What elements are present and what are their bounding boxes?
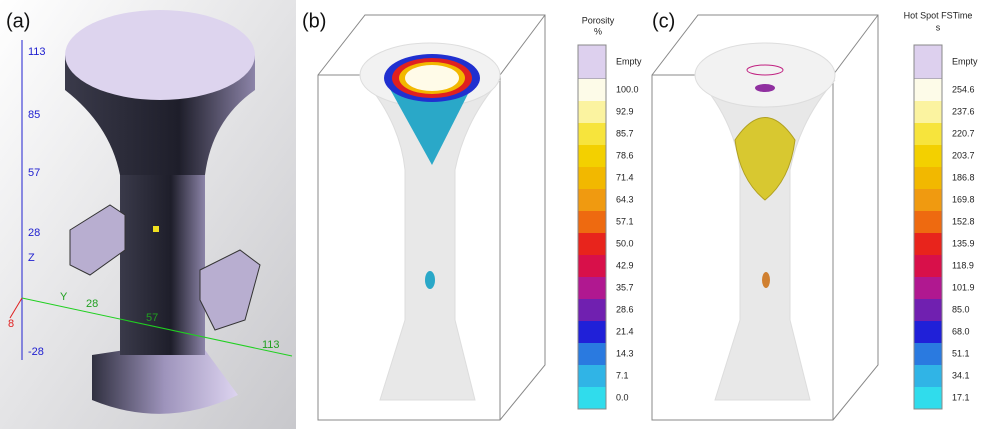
panel-label: (b)	[302, 10, 326, 32]
y-tick: 57	[146, 312, 158, 324]
colorbar-band	[914, 211, 942, 233]
colorbar-band	[914, 167, 942, 189]
porosity-spot	[425, 271, 435, 289]
y-label: Y	[60, 291, 68, 303]
x-tick: 8	[8, 318, 14, 330]
top-face	[65, 10, 255, 100]
colorbar-title: Hot Spot FSTime	[904, 10, 973, 20]
colorbar-label: 237.6	[952, 106, 975, 116]
colorbar-band	[914, 365, 942, 387]
z-label: Z	[28, 252, 35, 264]
colorbar-label: 135.9	[952, 238, 975, 248]
marker	[153, 226, 159, 232]
colorbar-title: Porosity	[582, 15, 615, 25]
z-tick: -28	[28, 346, 44, 358]
colorbar-label: 92.9	[616, 106, 634, 116]
colorbar-label: 35.7	[616, 282, 634, 292]
colorbar-band	[914, 255, 942, 277]
colorbar-label: 0.0	[616, 392, 629, 402]
y-tick: 113	[262, 339, 280, 351]
panel-a: 113 85 57 28 -28 Z Y 28 57 113 8 (a)	[0, 0, 296, 429]
colorbar-label: 220.7	[952, 128, 975, 138]
colorbar-band	[914, 343, 942, 365]
colorbar-unit: s	[936, 22, 941, 32]
colorbar-empty	[914, 45, 942, 79]
colorbar-band	[578, 387, 606, 409]
colorbar-unit: %	[594, 26, 602, 36]
colorbar-label: 64.3	[616, 194, 634, 204]
colorbar-label: 42.9	[616, 260, 634, 270]
z-tick: 57	[28, 167, 40, 179]
colorbar-band	[578, 123, 606, 145]
z-tick: 113	[28, 46, 46, 58]
colorbar-empty	[578, 45, 606, 79]
colorbar-band	[578, 189, 606, 211]
colorbar-band	[914, 299, 942, 321]
figure: 113 85 57 28 -28 Z Y 28 57 113 8 (a) (b)…	[0, 0, 981, 429]
colorbar-label: 203.7	[952, 150, 975, 160]
colorbar-band	[914, 79, 942, 101]
colorbar-label: Empty	[952, 56, 978, 66]
colorbar-label: 17.1	[952, 392, 970, 402]
colorbar-label: 21.4	[616, 326, 634, 336]
colorbar-band	[914, 277, 942, 299]
colorbar-band	[578, 321, 606, 343]
ring	[405, 65, 459, 91]
y-tick: 28	[86, 298, 98, 310]
colorbar-label: 57.1	[616, 216, 634, 226]
colorbar-label: 50.0	[616, 238, 634, 248]
colorbar-label: 101.9	[952, 282, 975, 292]
colorbar-band	[578, 79, 606, 101]
colorbar-label: 7.1	[616, 370, 629, 380]
colorbar-band	[578, 299, 606, 321]
z-tick: 28	[28, 227, 40, 239]
colorbar-label: 186.8	[952, 172, 975, 182]
colorbar-band	[914, 123, 942, 145]
ring	[755, 84, 775, 92]
colorbar-band	[914, 189, 942, 211]
colorbar-band	[578, 255, 606, 277]
colorbar-band	[914, 145, 942, 167]
colorbar-band	[914, 233, 942, 255]
colorbar-label: 254.6	[952, 84, 975, 94]
colorbar-label: 28.6	[616, 304, 634, 314]
colorbar-label: 152.8	[952, 216, 975, 226]
colorbar-label: 85.7	[616, 128, 634, 138]
panel-label: (a)	[6, 10, 30, 32]
colorbar-label: 169.8	[952, 194, 975, 204]
colorbar-label: 100.0	[616, 84, 639, 94]
z-tick: 85	[28, 109, 40, 121]
colorbar-band	[578, 211, 606, 233]
colorbar-label: 68.0	[952, 326, 970, 336]
panel-b: (b) Porosity %	[302, 10, 615, 420]
colorbar-band	[578, 233, 606, 255]
neck	[120, 170, 205, 355]
colorbar-label: 85.0	[952, 304, 970, 314]
colorbar-band	[578, 343, 606, 365]
colorbar-label: Empty	[616, 56, 642, 66]
colorbar-label: 34.1	[952, 370, 970, 380]
colorbar-band	[578, 365, 606, 387]
colorbar-label: 118.9	[952, 260, 974, 270]
colorbar-label: 51.1	[952, 348, 970, 358]
colorbar-band	[914, 321, 942, 343]
hot-spot-small	[762, 272, 770, 288]
colorbar-label: 71.4	[616, 172, 634, 182]
colorbar-band	[578, 277, 606, 299]
colorbar-band	[914, 101, 942, 123]
colorbar-band	[578, 167, 606, 189]
colorbar-band	[578, 101, 606, 123]
colorbar-label: 14.3	[616, 348, 634, 358]
colorbar-band	[578, 145, 606, 167]
panel-label: (c)	[652, 10, 675, 32]
colorbar-band	[914, 387, 942, 409]
colorbar-label: 78.6	[616, 150, 634, 160]
